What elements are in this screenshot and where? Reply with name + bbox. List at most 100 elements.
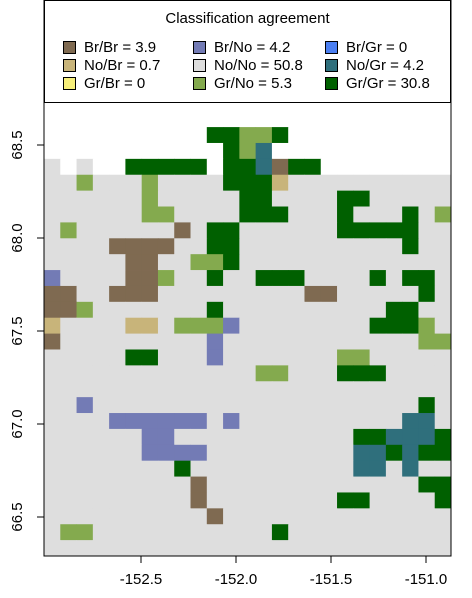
x-axis: -152.5 -152.0 -151.5 -151.0 — [120, 556, 447, 588]
cell-no-no — [255, 285, 273, 303]
cell-no-no — [320, 508, 338, 525]
cell-no-no — [369, 413, 387, 430]
cell-no-no — [271, 222, 289, 239]
cell-no-data — [60, 142, 77, 160]
cell-gr-gr — [206, 127, 224, 144]
cell-no-no — [125, 476, 143, 493]
cell-no-no — [206, 397, 224, 414]
cell-no-no — [255, 301, 273, 319]
cell-no-no — [92, 413, 110, 430]
cell-gr-gr — [353, 428, 370, 446]
cell-gr-gr — [434, 428, 452, 446]
legend-swatch-br-gr — [325, 40, 338, 54]
cell-no-no — [206, 365, 224, 382]
cell-no-data — [109, 111, 126, 128]
cell-br-no — [223, 413, 240, 430]
cell-gr-no — [206, 254, 224, 271]
legend-swatch-gr-no — [193, 76, 206, 90]
cell-br-no — [44, 270, 61, 287]
cell-gr-no — [271, 365, 289, 382]
cell-no-no — [109, 270, 126, 287]
cell-no-no — [174, 428, 191, 446]
cell-gr-gr — [223, 238, 240, 255]
cell-no-no — [304, 413, 322, 430]
cell-no-data — [288, 142, 305, 160]
cell-no-no — [92, 524, 110, 541]
cell-no-no — [271, 301, 289, 319]
cell-no-no — [125, 428, 143, 446]
cell-no-no — [60, 317, 77, 334]
cell-no-no — [92, 349, 110, 366]
cell-no-no — [239, 540, 257, 557]
legend-item-no-br: No/Br = 0.7 — [63, 56, 160, 74]
cell-no-no — [434, 174, 452, 192]
cell-gr-gr — [337, 492, 354, 509]
cell-no-data — [206, 158, 224, 176]
cell-gr-no — [239, 142, 257, 160]
cell-no-no — [353, 238, 370, 255]
cell-gr-no — [255, 127, 273, 144]
cell-gr-gr — [337, 190, 354, 207]
cell-no-no — [402, 190, 419, 207]
cell-no-no — [353, 270, 370, 287]
cell-no-no — [255, 508, 273, 525]
cell-no-gr — [369, 444, 387, 462]
cell-br-br — [125, 270, 143, 287]
cell-no-no — [434, 508, 452, 525]
cell-no-no — [385, 365, 403, 382]
cell-no-no — [44, 524, 61, 541]
cell-no-no — [44, 349, 61, 366]
cell-gr-no — [157, 206, 175, 223]
cell-no-no — [239, 524, 257, 541]
cell-no-no — [239, 238, 257, 255]
cell-no-no — [369, 381, 387, 398]
cell-no-no — [320, 270, 338, 287]
cell-no-no — [239, 365, 257, 382]
cell-no-no — [223, 190, 240, 207]
cell-no-no — [239, 254, 257, 271]
cell-no-no — [60, 492, 77, 509]
x-tick-label: -152.0 — [215, 571, 258, 588]
cell-no-no — [125, 190, 143, 207]
cell-no-no — [92, 365, 110, 382]
cell-no-no — [369, 174, 387, 192]
cell-no-no — [223, 206, 240, 223]
cell-no-no — [385, 476, 403, 493]
cell-no-no — [304, 238, 322, 255]
cell-no-no — [320, 413, 338, 430]
cell-no-no — [304, 397, 322, 414]
cell-no-no — [418, 508, 436, 525]
cell-no-no — [288, 365, 305, 382]
cell-no-data — [157, 142, 175, 160]
cell-no-no — [92, 317, 110, 334]
cell-no-no — [141, 540, 159, 557]
cell-br-no — [141, 444, 159, 462]
cell-no-data — [157, 127, 175, 144]
cell-no-no — [157, 365, 175, 382]
cell-no-data — [385, 142, 403, 160]
cell-no-no — [320, 238, 338, 255]
cell-no-no — [60, 413, 77, 430]
cell-no-no — [369, 349, 387, 366]
cell-no-no — [76, 381, 94, 398]
cell-no-no — [255, 397, 273, 414]
cell-no-data — [402, 127, 419, 144]
cell-no-no — [320, 254, 338, 271]
cell-no-data — [271, 142, 289, 160]
cell-no-no — [271, 508, 289, 525]
cell-no-no — [60, 397, 77, 414]
cell-no-no — [206, 413, 224, 430]
cell-no-data — [174, 111, 191, 128]
legend-label-br-br: Br/Br = 3.9 — [84, 38, 157, 56]
cell-gr-no — [206, 317, 224, 334]
cell-no-no — [174, 397, 191, 414]
cell-no-data — [353, 127, 370, 144]
cell-br-br — [44, 301, 61, 319]
cell-no-no — [418, 540, 436, 557]
cell-no-no — [174, 254, 191, 271]
cell-no-no — [304, 174, 322, 192]
legend-swatch-gr-br — [63, 76, 76, 90]
cell-br-no — [157, 444, 175, 462]
cell-no-no — [255, 381, 273, 398]
cell-gr-gr — [271, 127, 289, 144]
